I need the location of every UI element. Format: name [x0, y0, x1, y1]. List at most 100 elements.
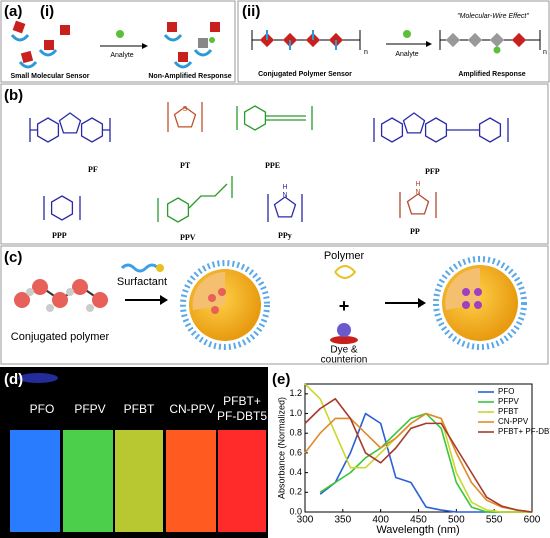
structure-label: PFP: [425, 167, 440, 176]
x-tick-label: 450: [410, 515, 427, 526]
ppy-structure: [267, 194, 303, 222]
series-line: [304, 397, 533, 513]
polymer-balls: [14, 279, 108, 312]
x-tick-label: 400: [372, 515, 389, 526]
panel-a2: (ii) n Analyte "Molecular-Wire Effect" n…: [237, 0, 550, 83]
y-axis-label: Absorbance (Normalized): [276, 397, 286, 499]
legend-label: PFPV: [498, 397, 520, 406]
panel-c: (c) Conjugated polymer Surfactant Polyme…: [0, 245, 549, 366]
panel-e: (e) Wavelength (nm) Absorbance (Normaliz…: [272, 371, 550, 536]
frame: [237, 0, 550, 83]
panel-label: (b): [4, 87, 23, 104]
surfactant-head: [156, 264, 164, 272]
x-axis-label: Wavelength (nm): [376, 524, 459, 536]
frame: [0, 245, 549, 365]
vial-label: PFO: [30, 402, 55, 416]
legend-label: CN-PPV: [498, 417, 529, 426]
small-sensors: [10, 20, 70, 69]
vial-label: PFPV: [74, 402, 105, 416]
amplified-chain: [439, 30, 541, 54]
vial: [115, 430, 163, 532]
analyte-dot: [403, 30, 411, 38]
arrow-head: [426, 41, 432, 47]
vial: [218, 430, 266, 532]
responses: [163, 22, 220, 69]
caption: Amplified Response: [458, 71, 525, 78]
legend-label: PFBT+ PF-DBT5: [498, 427, 550, 436]
plus: +: [339, 296, 350, 316]
structure-label: PF: [88, 165, 98, 174]
atom-label: N: [282, 192, 287, 199]
repeat-n: n: [364, 49, 368, 56]
vial-label: PF-DBT5: [217, 409, 267, 423]
caption: Conjugated Polymer Sensor: [258, 71, 352, 78]
dye-label: Dye &: [330, 345, 358, 356]
x-tick-label: 500: [448, 515, 465, 526]
structure-label: PP: [410, 227, 420, 236]
legend-label: PFO: [498, 387, 514, 396]
panel-label: (d): [4, 371, 23, 388]
ppv-structure: [157, 176, 233, 223]
vial: [10, 430, 60, 532]
x-tick-label: 550: [486, 515, 503, 526]
y-tick-label: 0.0: [289, 506, 302, 516]
x-tick-label: 350: [334, 515, 351, 526]
structure-label: PPP: [52, 231, 67, 240]
y-tick-label: 0.6: [289, 447, 302, 457]
structure-label: PPE: [265, 161, 280, 170]
legend-label: PFBT: [498, 407, 519, 416]
surfactant-label: Surfactant: [117, 276, 167, 288]
y-tick-label: 1.0: [289, 408, 302, 418]
ppp-structure: [43, 195, 81, 221]
panel-a: (a) (i) Analyte Small Molecular Sensor N…: [0, 0, 236, 83]
glow: [18, 373, 58, 383]
sub-label: (i): [40, 3, 54, 20]
y-tick-label: 0.2: [289, 487, 302, 497]
y-tick-label: 0.4: [289, 467, 302, 477]
ppe-structure: [236, 105, 313, 131]
frame: [0, 83, 549, 245]
pfp-structure: [373, 112, 509, 143]
polymer-dye: [330, 265, 358, 344]
vial: [63, 430, 113, 532]
panel-label: (ii): [242, 3, 260, 20]
structure-label: PT: [180, 161, 191, 170]
x-tick-label: 300: [297, 515, 314, 526]
analyte-label: Analyte: [395, 51, 418, 58]
arrow-head: [142, 43, 148, 49]
caption: Small Molecular Sensor: [11, 73, 90, 80]
vial: [166, 430, 216, 532]
polymer-label: Polymer: [324, 250, 365, 262]
panel-label: (a): [4, 3, 22, 20]
y-tick-label: 1.2: [289, 388, 302, 398]
vial-label: PFBT+: [223, 394, 261, 408]
caption: Non-Amplified Response: [148, 73, 231, 80]
structure-label: PPy: [278, 231, 292, 240]
frame: [0, 0, 236, 83]
atom-label: S: [183, 106, 188, 113]
structure-label: PPV: [180, 233, 196, 242]
effect-label: "Molecular-Wire Effect": [457, 13, 529, 20]
panel-b: (b) PF S PT PPE PFP PPP PPV N H PPy N H …: [0, 83, 549, 245]
y-tick-label: 0.8: [289, 428, 302, 438]
analyte-dot: [116, 30, 124, 38]
arrow-head: [160, 295, 168, 305]
nanoparticle: [180, 260, 270, 350]
atom-label: H: [282, 184, 287, 191]
analyte-label: Analyte: [110, 52, 133, 59]
caption: Conjugated polymer: [11, 331, 110, 343]
panel-d: (d) PFO PFPV PFBT CN-PPV PFBT+ PF-DBT5: [0, 367, 268, 538]
loaded-nanoparticle: [433, 256, 527, 350]
surfactant-icon: [120, 263, 160, 273]
series-line: [304, 412, 533, 513]
atom-label: H: [415, 181, 420, 188]
polymer-chain: [251, 30, 361, 50]
atom-label: N: [415, 189, 420, 196]
panel-label: (e): [272, 371, 290, 388]
panel-label: (c): [4, 249, 22, 266]
repeat-n: n: [543, 49, 547, 56]
pf-structure: [29, 112, 111, 143]
x-tick-label: 600: [524, 515, 541, 526]
arrow-head: [418, 298, 426, 308]
